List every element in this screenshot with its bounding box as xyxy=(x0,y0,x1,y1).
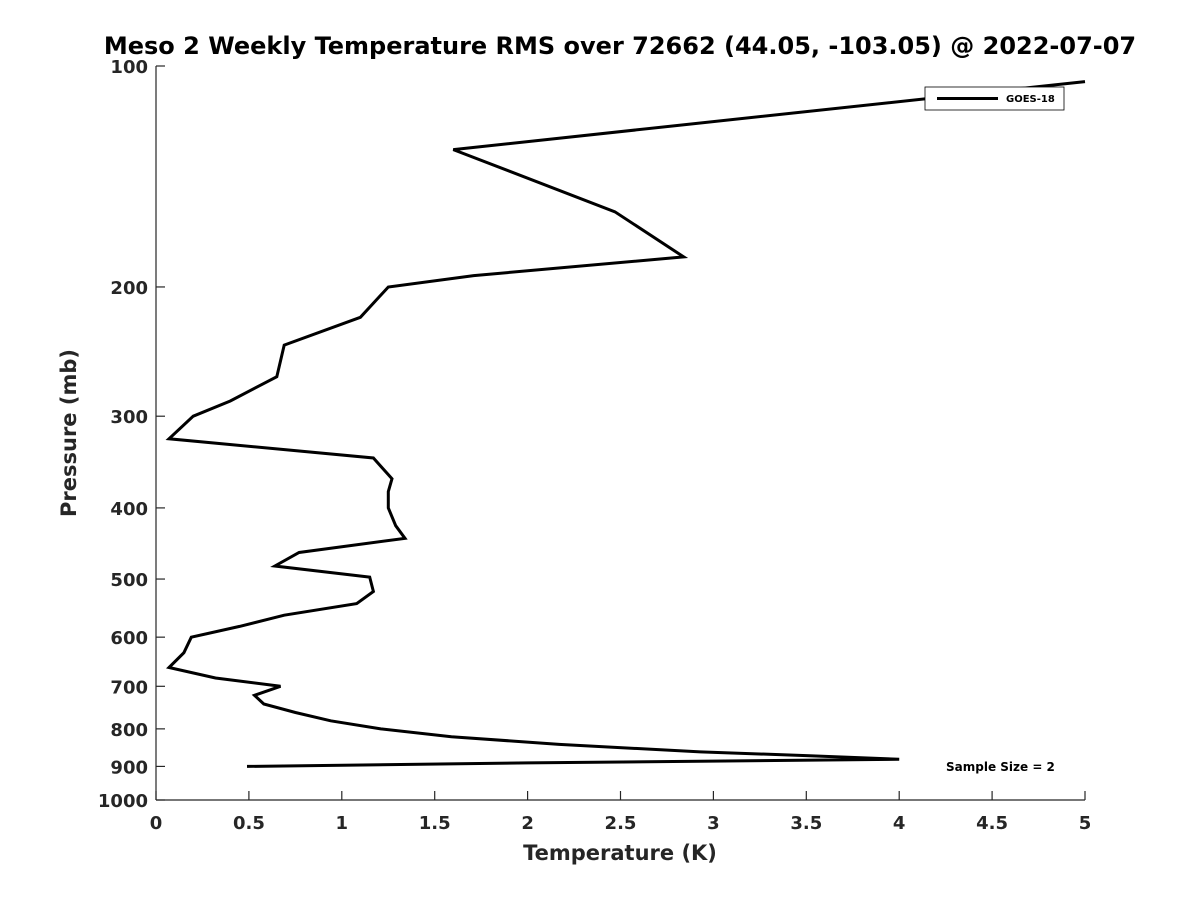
x-tick-label: 0 xyxy=(150,813,163,834)
sample-size-annotation: Sample Size = 2 xyxy=(946,760,1055,774)
y-tick-label: 100 xyxy=(110,57,148,78)
x-tick-label: 4 xyxy=(893,813,906,834)
y-tick-label: 800 xyxy=(110,720,148,741)
x-axis: 0 0.5 1 1.5 2 2.5 3 3.5 4 4.5 5 xyxy=(150,791,1092,834)
chart-title: Meso 2 Weekly Temperature RMS over 72662… xyxy=(104,32,1136,60)
y-tick-label: 700 xyxy=(110,677,148,698)
legend: GOES-18 xyxy=(924,86,1065,111)
y-axis: 100 200 300 400 500 600 700 800 900 1000 xyxy=(98,57,165,812)
x-tick-label: 2.5 xyxy=(605,813,637,834)
x-tick-label: 1 xyxy=(336,813,349,834)
legend-label-goes-18: GOES-18 xyxy=(1006,94,1055,105)
x-tick-label: 3.5 xyxy=(790,813,822,834)
x-tick-label: 2 xyxy=(521,813,534,834)
x-tick-label: 0.5 xyxy=(233,813,265,834)
x-tick-label: 3 xyxy=(707,813,720,834)
y-tick-label: 200 xyxy=(110,278,148,299)
y-tick-label: 500 xyxy=(110,570,148,591)
x-tick-label: 4.5 xyxy=(976,813,1008,834)
y-tick-label: 1000 xyxy=(98,791,148,812)
y-axis-label: Pressure (mb) xyxy=(57,349,81,517)
x-axis-label: Temperature (K) xyxy=(523,841,717,865)
y-tick-label: 600 xyxy=(110,628,148,649)
y-tick-label: 300 xyxy=(110,407,148,428)
plot-area xyxy=(165,80,1086,768)
y-tick-label: 900 xyxy=(110,757,148,778)
x-tick-label: 1.5 xyxy=(419,813,451,834)
y-tick-label: 400 xyxy=(110,499,148,520)
x-tick-label: 5 xyxy=(1079,813,1092,834)
series-line-goes-18 xyxy=(165,80,1086,768)
